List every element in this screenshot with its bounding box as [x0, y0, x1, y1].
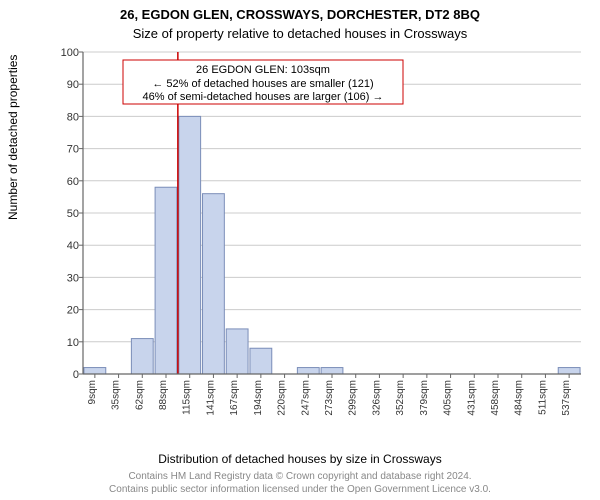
page-subtitle: Size of property relative to detached ho… [0, 24, 600, 41]
x-axis-label: Distribution of detached houses by size … [0, 452, 600, 466]
svg-text:100: 100 [61, 48, 79, 59]
footer-line-2: Contains public sector information licen… [0, 484, 600, 497]
svg-text:405sqm: 405sqm [443, 380, 454, 416]
footer-line-1: Contains HM Land Registry data © Crown c… [0, 471, 600, 484]
svg-text:537sqm: 537sqm [561, 380, 572, 416]
svg-text:62sqm: 62sqm [134, 380, 145, 410]
svg-text:88sqm: 88sqm [158, 380, 169, 410]
svg-text:273sqm: 273sqm [324, 380, 335, 416]
svg-text:20: 20 [67, 305, 79, 317]
svg-text:484sqm: 484sqm [514, 380, 525, 416]
svg-text:247sqm: 247sqm [300, 380, 311, 416]
footer: Contains HM Land Registry data © Crown c… [0, 471, 600, 496]
y-axis-label: Number of detached properties [6, 55, 20, 220]
svg-text:0: 0 [73, 369, 79, 381]
svg-text:511sqm: 511sqm [537, 380, 548, 415]
svg-text:115sqm: 115sqm [182, 380, 193, 415]
svg-text:431sqm: 431sqm [466, 380, 477, 416]
svg-text:70: 70 [67, 144, 79, 156]
svg-text:167sqm: 167sqm [229, 380, 240, 416]
svg-text:60: 60 [67, 176, 79, 188]
svg-text:← 52% of detached houses are s: ← 52% of detached houses are smaller (12… [152, 78, 373, 90]
svg-text:9sqm: 9sqm [87, 380, 98, 404]
svg-text:50: 50 [67, 208, 79, 220]
svg-text:46% of semi-detached houses ar: 46% of semi-detached houses are larger (… [143, 91, 384, 103]
svg-text:352sqm: 352sqm [395, 380, 406, 416]
svg-text:141sqm: 141sqm [205, 380, 216, 416]
chart-area: 0 10 20 30 40 50 60 70 80 90 100 9sqm 35sqm 62sqm 88sq… [55, 48, 585, 418]
svg-text:220sqm: 220sqm [277, 380, 288, 416]
page-title: 26, EGDON GLEN, CROSSWAYS, DORCHESTER, D… [0, 0, 600, 24]
svg-text:40: 40 [67, 240, 79, 252]
svg-text:10: 10 [67, 337, 79, 349]
svg-text:26 EGDON GLEN: 103sqm: 26 EGDON GLEN: 103sqm [196, 64, 330, 76]
svg-text:194sqm: 194sqm [253, 380, 264, 416]
svg-text:80: 80 [67, 111, 79, 123]
svg-text:30: 30 [67, 272, 79, 284]
histogram-chart: 0 10 20 30 40 50 60 70 80 90 100 9sqm 35sqm 62sqm 88sq… [55, 48, 585, 418]
svg-text:90: 90 [67, 79, 79, 91]
svg-text:379sqm: 379sqm [419, 380, 430, 416]
svg-text:458sqm: 458sqm [490, 380, 501, 416]
svg-text:326sqm: 326sqm [371, 380, 382, 416]
svg-text:299sqm: 299sqm [348, 380, 359, 416]
svg-text:35sqm: 35sqm [111, 380, 122, 410]
